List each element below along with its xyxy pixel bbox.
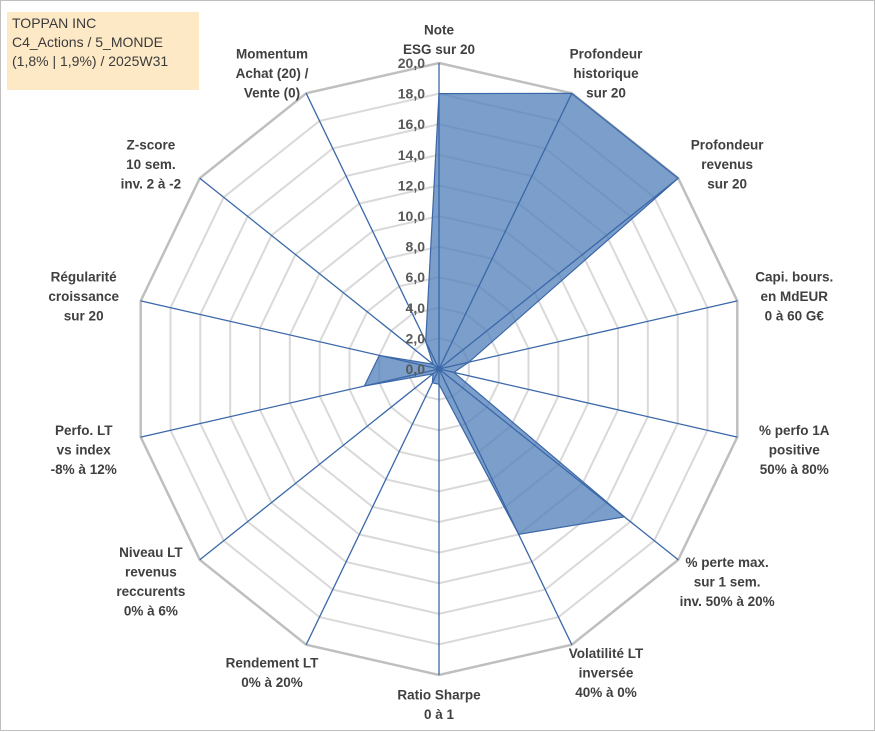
- axis-label-line: 0% à 6%: [124, 604, 178, 619]
- spoke-13: [199, 177, 440, 370]
- axis-label-14: Momentum Achat (20) / Vente (0): [236, 47, 309, 101]
- axis-label-line: Ratio Sharpe: [397, 688, 481, 703]
- axis-label-line: 40% à 0%: [575, 685, 637, 700]
- axis-label-line: % perte max.: [685, 555, 768, 570]
- axis-label-line: inversée: [579, 665, 634, 680]
- axis-label-line: croissance: [48, 289, 119, 304]
- axis-label-5: % perfo 1A positive 50% à 80%: [759, 423, 830, 477]
- axis-label-line: 0 à 60 G€: [765, 308, 825, 323]
- axis-label-line: ESG sur 20: [403, 42, 475, 57]
- axis-label-line: Momentum: [236, 47, 308, 62]
- axis-label-line: -8% à 12%: [51, 462, 117, 477]
- tick-label: 10,0: [398, 208, 425, 224]
- axis-label-line: % perfo 1A: [759, 423, 830, 438]
- axis-label-line: Perfo. LT: [55, 423, 113, 438]
- axis-label-line: inv. 2 à -2: [121, 177, 182, 192]
- axis-label-11: Perfo. LT vs index -8% à 12%: [51, 423, 117, 477]
- axis-label-line: sur 20: [64, 308, 104, 323]
- axis-label-line: sur 1 sem.: [694, 574, 761, 589]
- axis-label-line: Capi. bours.: [755, 269, 833, 284]
- tick-label: 0,0: [406, 361, 426, 377]
- axis-label-line: Vente (0): [244, 86, 300, 101]
- spoke-3: [438, 177, 679, 370]
- spoke-layer: [140, 63, 738, 675]
- axis-label-line: reccurents: [116, 584, 185, 599]
- axis-label-7: Volatilité LT inversée 40% à 0%: [569, 646, 644, 700]
- spoke-6: [438, 368, 679, 561]
- company-name: TOPPAN INC: [12, 15, 97, 31]
- info-box: TOPPAN INC C4_Actions / 5_MONDE (1,8% | …: [7, 12, 199, 90]
- axis-label-line: Profondeur: [691, 138, 764, 153]
- axis-label-10: Niveau LT revenus reccurents 0% à 6%: [116, 545, 185, 619]
- axis-label-line: Z-score: [127, 138, 176, 153]
- spoke-14: [305, 93, 440, 370]
- tick-label-layer: 0,0 2,0 4,0 6,0 8,0 10,0 12,0 14,0 16,0 18,0 20,0: [398, 55, 425, 377]
- spoke-4: [438, 300, 738, 370]
- axis-label-line: sur 20: [707, 177, 747, 192]
- tick-label: 20,0: [398, 55, 425, 71]
- axis-label-line: vs index: [57, 443, 112, 458]
- axis-label-layer: Note ESG sur 20 Profondeur historique sur 20…: [48, 23, 833, 723]
- spoke-11: [140, 368, 440, 438]
- axis-label-line: Rendement LT: [226, 656, 320, 671]
- weights-and-week: (1,8% | 1,9%) / 2025W31: [12, 53, 169, 69]
- tick-label: 16,0: [398, 116, 425, 132]
- axis-label-line: revenus: [125, 565, 177, 580]
- tick-label: 4,0: [406, 300, 426, 316]
- axis-label-line: Niveau LT: [119, 545, 183, 560]
- tick-label: 14,0: [398, 147, 425, 163]
- spoke-5: [438, 368, 738, 438]
- axis-label-4: Capi. bours. en MdEUR 0 à 60 G€: [755, 269, 833, 323]
- tick-label: 18,0: [398, 86, 425, 102]
- tick-label: 2,0: [406, 330, 426, 346]
- axis-label-line: Note: [424, 23, 454, 38]
- spoke-12: [140, 300, 440, 370]
- axis-label-8: Ratio Sharpe 0 à 1: [397, 688, 481, 723]
- spoke-9: [305, 368, 440, 645]
- spoke-7: [438, 368, 573, 645]
- axis-label-line: Régularité: [51, 269, 118, 284]
- axis-label-line: positive: [769, 443, 821, 458]
- spoke-10: [199, 368, 440, 561]
- axis-label-line: en MdEUR: [761, 289, 829, 304]
- spoke-2: [438, 93, 573, 370]
- axis-label-3: Profondeur revenus sur 20: [691, 138, 764, 192]
- axis-label-line: Volatilité LT: [569, 646, 644, 661]
- portfolio-label: C4_Actions / 5_MONDE: [12, 34, 163, 50]
- axis-label-line: 50% à 80%: [760, 462, 829, 477]
- axis-label-line: 0 à 1: [424, 707, 455, 722]
- axis-label-9: Rendement LT 0% à 20%: [226, 656, 320, 691]
- axis-label-1: Note ESG sur 20: [403, 23, 475, 58]
- axis-label-line: Achat (20) /: [236, 66, 309, 81]
- axis-label-line: historique: [573, 66, 639, 81]
- tick-label: 6,0: [406, 269, 426, 285]
- axis-label-2: Profondeur historique sur 20: [570, 47, 643, 101]
- axis-label-line: 10 sem.: [126, 157, 176, 172]
- tick-label: 8,0: [406, 239, 426, 255]
- axis-label-13: Z-score 10 sem. inv. 2 à -2: [121, 138, 182, 192]
- axis-label-12: Régularité croissance sur 20: [48, 269, 119, 323]
- axis-label-line: revenus: [701, 157, 753, 172]
- axis-label-line: Profondeur: [570, 47, 643, 62]
- axis-label-line: 0% à 20%: [241, 675, 303, 690]
- axis-label-line: inv. 50% à 20%: [680, 594, 775, 609]
- axis-label-line: sur 20: [586, 86, 626, 101]
- axis-label-6: % perte max. sur 1 sem. inv. 50% à 20%: [680, 555, 775, 609]
- tick-label: 12,0: [398, 177, 425, 193]
